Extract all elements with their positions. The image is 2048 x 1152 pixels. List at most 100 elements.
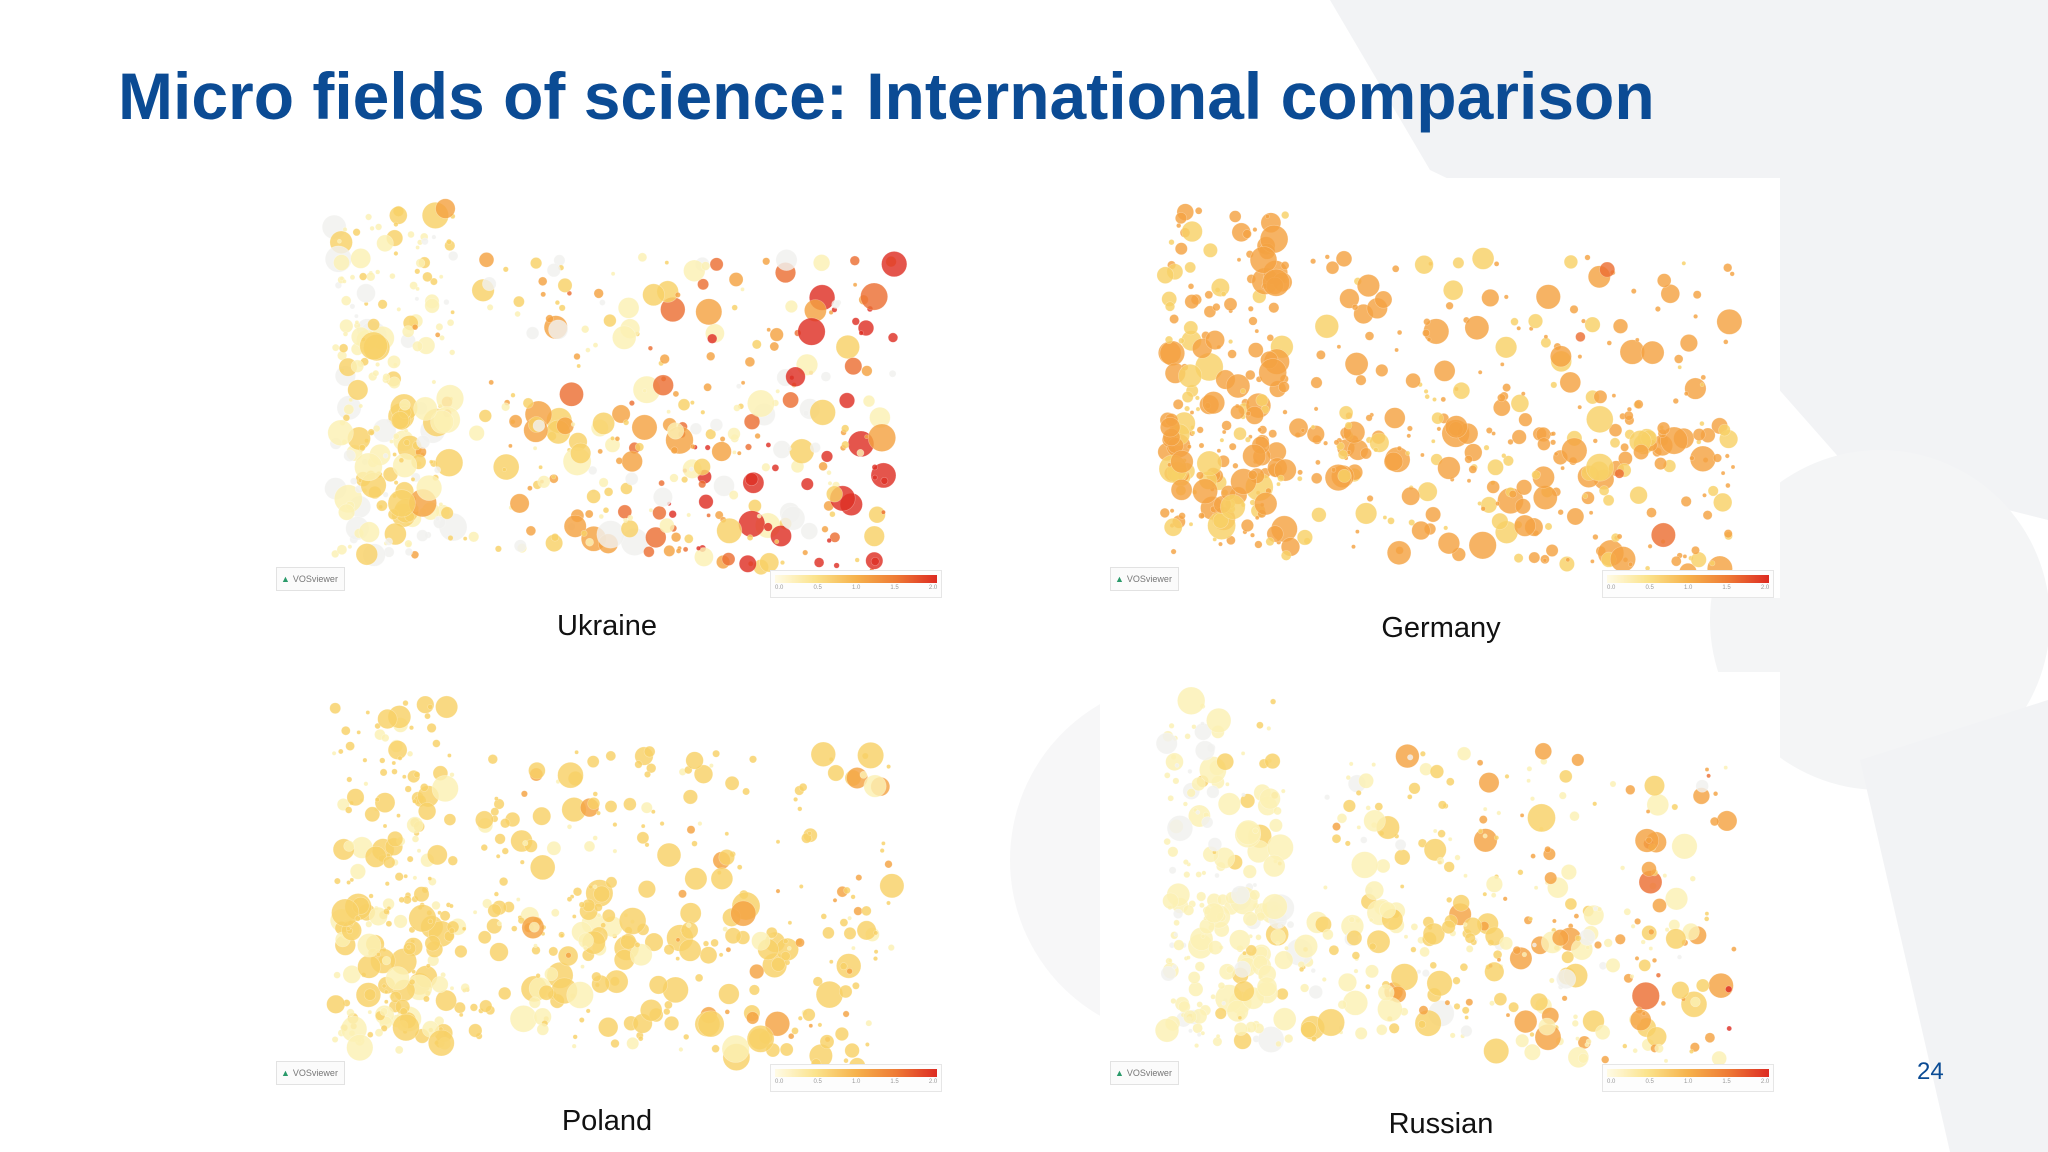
bubble-layer [321,198,908,576]
field-bubble [592,884,598,890]
field-bubble [337,238,342,244]
field-bubble [413,396,438,421]
field-bubble [1164,772,1171,779]
field-bubble [357,933,382,958]
field-bubble [1592,533,1599,541]
field-bubble [1377,984,1395,1002]
germany-caption: Germany [1381,612,1501,644]
field-bubble [1255,934,1262,941]
field-bubble [536,1023,549,1036]
field-bubble [1354,1026,1368,1040]
field-bubble [349,863,366,880]
field-bubble [1405,372,1421,389]
field-bubble [732,450,737,455]
field-bubble [1261,893,1288,920]
field-bubble [1216,752,1234,771]
field-bubble [343,449,356,462]
field-bubble [879,873,905,899]
color-scale-tick-label: 0.5 [813,1079,822,1085]
field-bubble [1444,999,1451,1006]
field-bubble [1463,873,1468,879]
field-bubble [855,874,863,881]
bubble-layer [1154,686,1738,1068]
field-bubble [1673,354,1684,364]
field-bubble [852,981,860,990]
field-bubble [407,230,415,239]
field-bubble [461,926,467,932]
field-bubble [381,956,391,966]
field-bubble [1614,468,1625,479]
field-bubble [642,283,665,307]
field-bubble [1565,557,1571,563]
field-bubble [1338,972,1358,992]
field-bubble [1447,836,1453,842]
field-bubble [1477,369,1483,375]
field-bubble [868,506,886,524]
field-bubble [431,234,437,240]
field-bubble [1706,773,1711,779]
field-bubble [1184,261,1196,274]
field-bubble [1159,417,1181,438]
field-bubble [1723,339,1729,345]
field-bubble [1700,374,1707,381]
poland-caption: Poland [561,1105,653,1137]
field-bubble [1445,301,1454,310]
field-bubble [1204,290,1214,300]
field-bubble [356,283,376,303]
field-bubble [1233,1022,1248,1036]
field-bubble [650,809,656,815]
field-bubble [1652,898,1667,913]
field-bubble [559,933,565,938]
field-bubble [881,509,886,515]
field-bubble [1317,1008,1345,1037]
field-bubble [1264,753,1281,770]
field-bubble [1464,932,1476,944]
field-bubble [588,465,598,476]
field-bubble [1695,779,1709,793]
field-bubble [1425,506,1441,523]
field-bubble [1484,961,1505,982]
field-bubble [623,797,637,811]
field-bubble [853,906,863,916]
field-bubble [365,920,373,928]
field-bubble [468,425,485,442]
field-bubble [873,949,879,955]
field-bubble [1436,856,1445,865]
vosviewer-logo: ▲ VOSviewer [276,567,345,591]
field-bubble [593,902,603,912]
field-bubble [872,474,878,481]
field-bubble [1407,754,1414,761]
field-bubble [387,489,416,518]
field-bubble [700,409,706,415]
field-bubble [1529,1031,1535,1038]
field-bubble [746,1025,775,1053]
field-bubble [487,903,502,918]
field-bubble [863,525,885,547]
field-bubble [1164,335,1174,344]
field-bubble [709,257,724,272]
field-bubble [448,903,454,909]
field-bubble [865,1019,873,1027]
field-bubble [644,932,664,952]
field-bubble [1195,740,1216,761]
field-bubble [1410,946,1417,953]
field-bubble [1654,1043,1664,1054]
field-bubble [406,816,424,834]
field-bubble [1625,784,1636,795]
field-bubble [1365,805,1371,811]
field-bubble [812,976,823,987]
field-bubble [392,452,397,457]
field-bubble [513,295,525,308]
field-bubble [382,856,396,869]
field-bubble [578,1017,585,1023]
field-bubble [489,942,509,962]
field-bubble [779,1042,794,1057]
field-bubble [528,996,541,1009]
field-bubble [780,951,791,962]
field-bubble [1228,442,1237,451]
field-bubble [424,298,440,314]
vosviewer-logo: ▲ VOSviewer [276,1061,345,1085]
field-bubble [724,1009,730,1015]
field-bubble [1582,493,1589,499]
field-bubble [1482,833,1488,839]
